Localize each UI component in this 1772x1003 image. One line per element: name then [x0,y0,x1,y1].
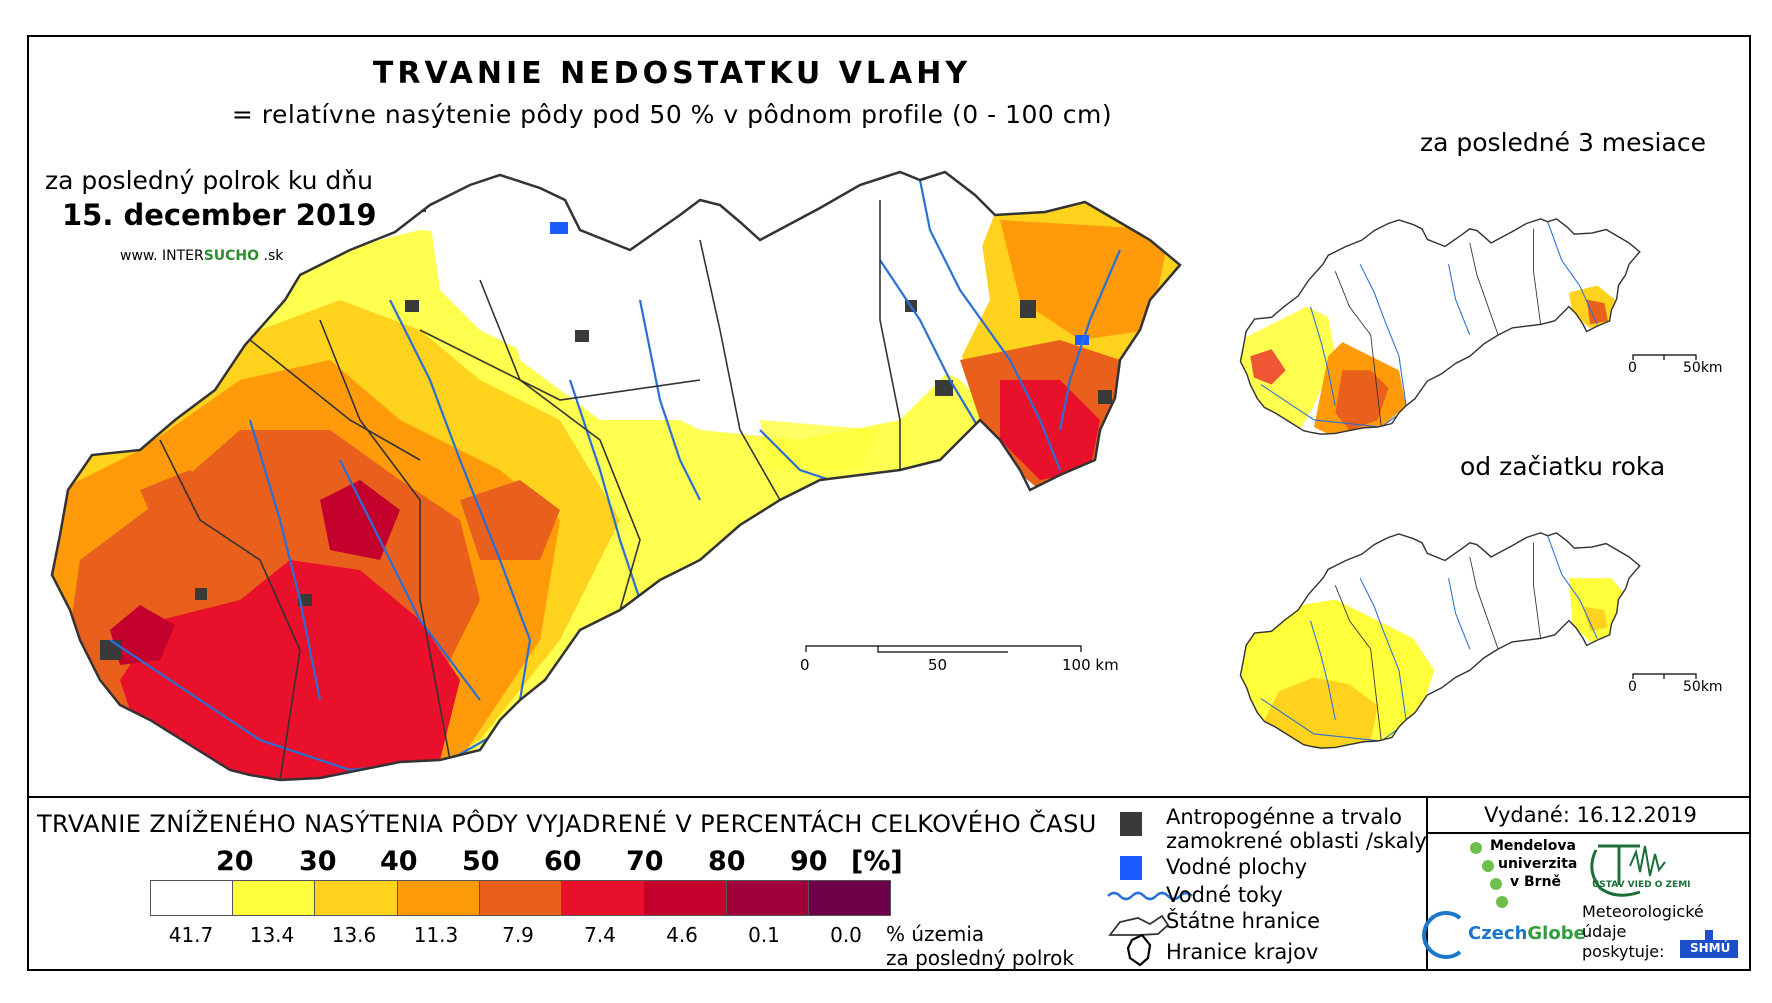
scale-break-label: 40 [380,846,418,877]
main-map-label: za posledný polrok ku dňu [45,166,373,195]
scale-break-label: 20 [216,846,254,877]
scale-break-label: 90 [790,846,828,877]
inset-year-scalebar [1632,673,1697,679]
anthropogenic-swatch [1120,812,1142,836]
shmu-text: SHMÚ [1690,941,1731,955]
color-class [808,881,890,915]
ustav-logo-mark [1590,844,1666,897]
divider [1426,796,1428,971]
inset-year-label: od začiatku roka [1460,452,1666,481]
state-border-label: Štátne hranice [1166,909,1320,933]
scale-unit-label: [%] [851,846,903,877]
map-title: TRVANIE NEDOSTATKU VLAHY [372,56,972,91]
meteo-text: údaje [1582,922,1627,941]
map-subtitle: = relatívne nasýtenie pôdy pod 50 % v pô… [231,100,1113,129]
scalebar-label: 0 [800,656,810,674]
share-value: 0.0 [830,923,862,947]
inset-3m-scalebar-label: 50km [1683,360,1723,376]
map-frame [27,35,1751,971]
rivers-label: Vodné toky [1166,883,1283,907]
shmu-logo-mark [1680,930,1738,958]
water-bodies-label: Vodné plochy [1166,855,1308,879]
meteo-text: Meteorologické [1582,902,1704,921]
main-scalebar [805,645,1082,653]
scale-break-label: 50 [462,846,500,877]
color-class [233,881,316,915]
river-legend-symbol [1107,891,1193,901]
share-value: 13.6 [331,923,377,947]
share-label: % územia [886,922,985,946]
region-border-legend-symbol [1126,933,1152,967]
share-value: 0.1 [748,923,780,947]
czechglobe-text: CzechGlobe [1468,923,1586,944]
inset-3m-scalebar-label: 0 [1628,360,1637,376]
legend-title: TRVANIE ZNÍŽENÉHO NASÝTENIA PÔDY VYJADRE… [37,810,1097,838]
inset-year-scalebar-label: 50km [1683,679,1723,695]
czechglobe-logo-mark [1422,911,1462,959]
color-class [397,881,480,915]
color-class [562,881,645,915]
share-value: 11.3 [413,923,459,947]
divider [1426,832,1751,834]
scalebar-label: 100 km [1062,656,1119,674]
share-value: 7.9 [502,923,534,947]
ustav-text: ÚSTAV VIED O ZEMI [1592,880,1691,890]
website-label: www. INTERSUCHO .sk [120,248,284,264]
share-value: 13.4 [249,923,295,947]
inset-year-map [1239,532,1641,749]
inset-3m-map [1239,218,1641,435]
water-bodies-swatch [1120,856,1142,880]
state-border-legend-symbol [1108,914,1170,936]
color-class [644,881,727,915]
color-class [726,881,809,915]
map-date: 15. december 2019 [62,198,377,232]
share-value: 4.6 [666,923,698,947]
mendelu-text: univerzita [1498,856,1578,872]
mendelu-text: v Brně [1510,874,1562,890]
anthropogenic-label: Antropogénne a trvalo [1166,805,1402,829]
share-label: za posledný polrok [886,946,1074,970]
inset-year-scalebar-label: 0 [1628,679,1637,695]
region-border-label: Hranice krajov [1166,940,1319,964]
color-scale [150,880,891,916]
scale-break-label: 70 [626,846,664,877]
issued-date: Vydané: 16.12.2019 [1484,803,1697,827]
share-value: 7.4 [584,923,616,947]
color-class [151,881,234,915]
scale-break-label: 60 [544,846,582,877]
color-class [479,881,563,915]
scalebar-label: 50 [928,656,948,674]
inset-3m-label: za posledné 3 mesiace [1420,128,1706,157]
mendelu-text: Mendelova [1490,838,1576,854]
inset-3m-scalebar [1632,354,1697,360]
scale-break-label: 80 [708,846,746,877]
anthropogenic-label-2: zamokrené oblasti /skaly [1166,829,1427,853]
meteo-text: poskytuje: [1582,942,1665,961]
scale-break-label: 30 [299,846,337,877]
legend-band [27,796,1751,971]
share-value: 41.7 [168,923,214,947]
mendelu-logo [1470,842,1508,908]
main-drought-map [50,170,1182,782]
color-class [315,881,398,915]
